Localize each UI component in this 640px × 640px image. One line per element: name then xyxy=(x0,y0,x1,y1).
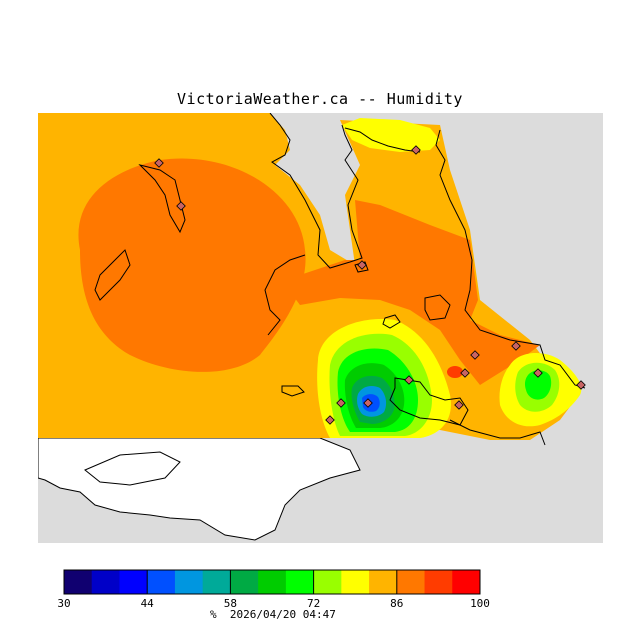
colorbar-swatch xyxy=(202,570,231,594)
station-marker xyxy=(325,415,335,425)
station-marker xyxy=(176,201,186,211)
colorbar-tick-label: 30 xyxy=(57,597,70,610)
station-marker xyxy=(411,145,421,155)
colorbar-swatch xyxy=(91,570,120,594)
colorbar-swatch xyxy=(313,570,342,594)
island-south xyxy=(84,451,181,486)
colorbar-swatch xyxy=(369,570,398,594)
colorbar-swatch xyxy=(147,570,176,594)
station-marker xyxy=(154,158,164,168)
colorbar-tick-label: 58 xyxy=(224,597,237,610)
station-marker xyxy=(470,350,480,360)
colorbar-swatch xyxy=(258,570,287,594)
station-marker xyxy=(404,375,414,385)
dark-orange-west xyxy=(78,158,306,372)
colorbar-ticks: 30 44 58 72 86 100 xyxy=(57,570,490,610)
colorbar-swatch xyxy=(230,570,259,594)
station-marker xyxy=(533,368,543,378)
station-marker xyxy=(454,400,464,410)
station-markers xyxy=(154,145,586,425)
station-marker xyxy=(363,398,373,408)
colorbar-swatch xyxy=(452,570,481,594)
dark-orange-east xyxy=(285,200,540,385)
colorbar-swatch xyxy=(64,570,93,594)
yellow-north xyxy=(342,118,440,152)
map-title: VictoriaWeather.ca -- Humidity xyxy=(177,90,463,108)
colorbar-swatch xyxy=(341,570,370,594)
station-marker xyxy=(336,398,346,408)
coastlines xyxy=(94,113,586,446)
green-east-core xyxy=(524,370,552,400)
colorbar-tick-label: 100 xyxy=(470,597,490,610)
timestamp: 2026/04/20 04:47 xyxy=(229,608,336,621)
colorbar-swatch xyxy=(119,570,148,594)
station-marker xyxy=(357,260,367,270)
colorbar-tick-label: 44 xyxy=(141,597,155,610)
colorbar-tick-label: 86 xyxy=(390,597,403,610)
colorbar-swatches xyxy=(64,570,481,594)
colorbar-footer: % 2026/04/20 04:47 xyxy=(210,608,336,621)
unit-label: % xyxy=(210,608,217,621)
station-marker xyxy=(576,380,586,390)
colorbar-tick-label: 72 xyxy=(307,597,320,610)
colorbar-swatch xyxy=(396,570,426,594)
station-marker xyxy=(511,341,521,351)
colorbar-swatch xyxy=(174,570,204,594)
orange-red-spot xyxy=(447,366,463,378)
colorbar-swatch xyxy=(285,570,315,594)
station-marker xyxy=(460,368,470,378)
colorbar-swatch xyxy=(424,570,453,594)
